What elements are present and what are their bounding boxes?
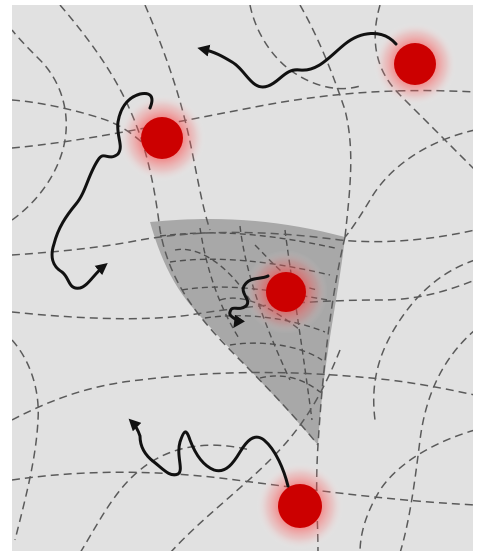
fiber xyxy=(12,89,473,149)
fiber xyxy=(12,29,67,221)
particle-upper-left xyxy=(118,94,206,182)
fiber xyxy=(12,371,473,421)
fiber xyxy=(12,339,39,541)
fiber xyxy=(249,5,361,90)
particle-bottom xyxy=(256,462,344,550)
fiber xyxy=(299,5,352,238)
particle-core xyxy=(141,117,183,159)
particle-core xyxy=(394,43,436,85)
dense-fiber xyxy=(284,229,313,421)
fiber xyxy=(315,236,346,551)
dense-fiber xyxy=(259,375,321,393)
fiber xyxy=(12,279,473,320)
particle-core xyxy=(278,484,322,528)
fiber xyxy=(399,330,473,551)
fiber xyxy=(344,129,473,238)
fiber xyxy=(12,471,473,506)
trajectory-upper-left xyxy=(50,92,154,290)
dense-fiber xyxy=(159,232,336,249)
particle-center xyxy=(244,250,328,334)
trajectory-top-right xyxy=(197,32,398,89)
fiber xyxy=(372,259,473,421)
dense-fiber xyxy=(199,227,241,341)
particle-core xyxy=(266,272,306,312)
trajectory-bottom xyxy=(128,418,290,488)
fiber xyxy=(359,429,473,551)
fiber xyxy=(12,229,473,256)
trajectory-center xyxy=(228,274,270,328)
fiber xyxy=(59,5,319,446)
fiber-network xyxy=(12,5,473,551)
fiber xyxy=(80,444,251,551)
fiber xyxy=(170,349,341,551)
trajectories xyxy=(50,32,398,488)
